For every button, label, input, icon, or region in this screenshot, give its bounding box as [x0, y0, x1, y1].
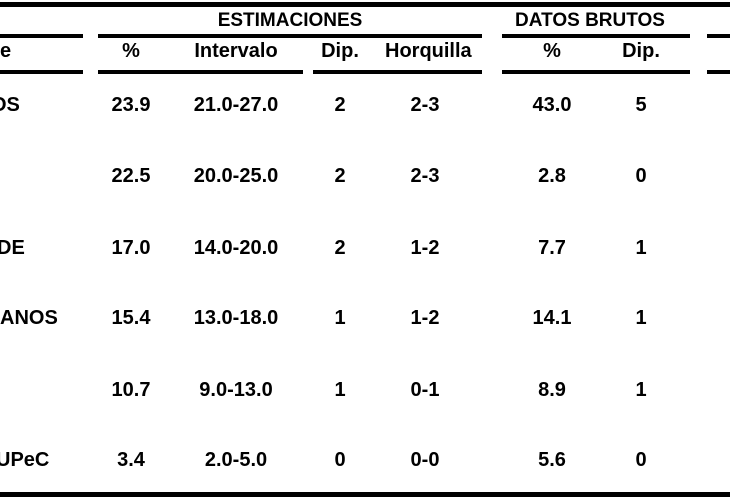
estimate-range-cell: 0-0: [410, 449, 440, 471]
estimate-seats-cell: 2: [334, 94, 346, 116]
rule-subheader-datos-brutos: [502, 70, 690, 74]
party-label-cell: ANOS: [0, 307, 58, 329]
table-row: 10.7 9.0-13.0 1 0-1 8.9 1: [0, 379, 730, 401]
header-name-fragment: e: [0, 40, 12, 62]
rule-subheader-name-column: [0, 70, 83, 74]
estimate-pct-cell: 23.9: [111, 94, 151, 116]
subheader-row: e % Intervalo Dip. Horquilla % Dip.: [0, 40, 730, 62]
estimate-seats-cell: 0: [334, 449, 346, 471]
raw-seats-cell: 0: [635, 449, 647, 471]
raw-pct-cell: 8.9: [538, 379, 566, 401]
party-label-cell: UPeC: [0, 449, 50, 471]
rule-subheader-clipped-right: [707, 70, 730, 74]
estimate-seats-cell: 1: [334, 379, 346, 401]
header-pct-brutos: %: [543, 40, 561, 62]
header-pct-estimaciones: %: [122, 40, 140, 62]
raw-pct-cell: 7.7: [538, 237, 566, 259]
party-label-cell: OS: [0, 94, 20, 116]
estimate-range-cell: 1-2: [410, 307, 440, 329]
raw-pct-cell: 2.8: [538, 165, 566, 187]
rule-subheader-dip-horquilla: [313, 70, 482, 74]
rule-group-name-column: [0, 34, 83, 38]
table-row: DE 17.0 14.0-20.0 2 1-2 7.7 1: [0, 237, 730, 259]
estimate-interval-cell: 9.0-13.0: [199, 379, 273, 401]
estimate-interval-cell: 20.0-25.0: [193, 165, 279, 187]
header-horquilla: Horquilla: [385, 40, 472, 62]
header-dip-estimaciones: Dip.: [321, 40, 359, 62]
estimate-pct-cell: 17.0: [111, 237, 151, 259]
rule-bottom-border: [0, 492, 730, 497]
party-label-cell: DE: [0, 237, 25, 259]
rule-group-estimaciones: [98, 34, 482, 38]
estimate-seats-cell: 2: [334, 237, 346, 259]
raw-seats-cell: 1: [635, 379, 647, 401]
estimate-pct-cell: 15.4: [111, 307, 151, 329]
estimate-pct-cell: 10.7: [111, 379, 151, 401]
table-row: ANOS 15.4 13.0-18.0 1 1-2 14.1 1: [0, 307, 730, 329]
table-row: 22.5 20.0-25.0 2 2-3 2.8 0: [0, 165, 730, 187]
rule-subheader-pct-intervalo: [98, 70, 303, 74]
rule-top-border: [0, 2, 730, 7]
estimate-range-cell: 2-3: [410, 165, 440, 187]
estimate-interval-cell: 21.0-27.0: [193, 94, 279, 116]
group-header-datos-brutos: DATOS BRUTOS: [515, 10, 665, 31]
table-row: OS 23.9 21.0-27.0 2 2-3 43.0 5: [0, 94, 730, 116]
raw-pct-cell: 43.0: [532, 94, 572, 116]
raw-seats-cell: 5: [635, 94, 647, 116]
estimate-pct-cell: 22.5: [111, 165, 151, 187]
estimate-interval-cell: 2.0-5.0: [204, 449, 268, 471]
estimate-pct-cell: 3.4: [117, 449, 145, 471]
estimate-interval-cell: 14.0-20.0: [193, 237, 279, 259]
raw-pct-cell: 5.6: [538, 449, 566, 471]
rule-group-clipped-right: [707, 34, 730, 38]
raw-seats-cell: 0: [635, 165, 647, 187]
estimate-seats-cell: 1: [334, 307, 346, 329]
raw-seats-cell: 1: [635, 237, 647, 259]
estimate-interval-cell: 13.0-18.0: [193, 307, 279, 329]
estimate-range-cell: 2-3: [410, 94, 440, 116]
table-row: UPeC 3.4 2.0-5.0 0 0-0 5.6 0: [0, 449, 730, 471]
estimate-range-cell: 1-2: [410, 237, 440, 259]
group-header-estimaciones: ESTIMACIONES: [217, 10, 363, 31]
raw-seats-cell: 1: [635, 307, 647, 329]
raw-pct-cell: 14.1: [532, 307, 572, 329]
estimate-seats-cell: 2: [334, 165, 346, 187]
header-dip-brutos: Dip.: [622, 40, 660, 62]
rule-group-datos-brutos: [502, 34, 690, 38]
header-intervalo: Intervalo: [194, 40, 278, 62]
estimate-range-cell: 0-1: [410, 379, 440, 401]
